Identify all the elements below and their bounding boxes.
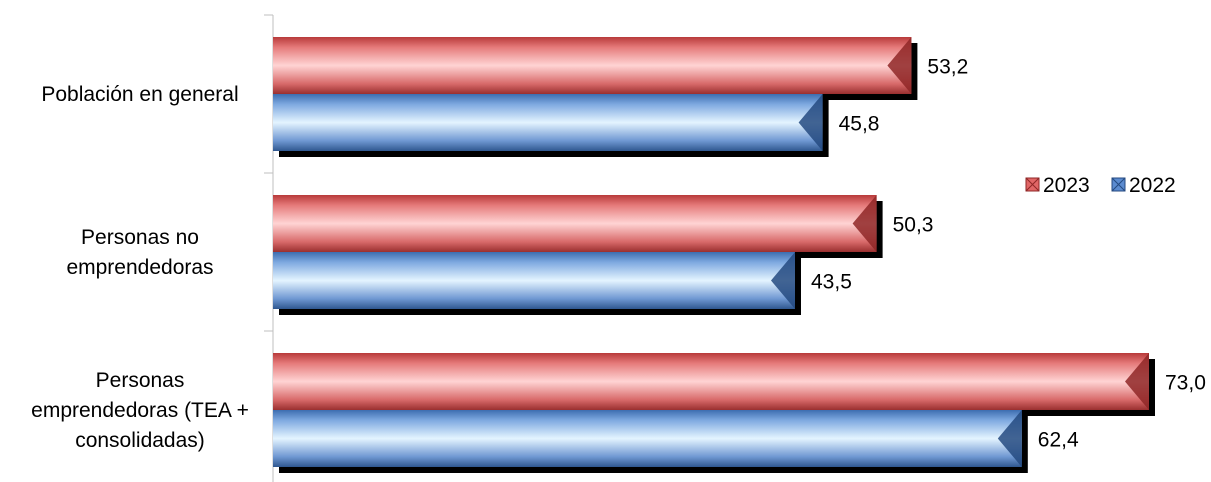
category-label-line: Personas [96,369,185,392]
category-label-line: consolidadas) [75,429,205,452]
bar-2022-2 [273,410,1028,473]
bar-body [273,94,823,151]
bar-body [273,195,877,252]
legend-swatch-bevel [1111,177,1126,192]
bar-bevel [887,37,912,94]
bar-body [273,252,795,309]
bar-bevel [997,410,1022,467]
bar-bevel [852,195,877,252]
axis-layer [264,14,274,482]
bar-bevel [1125,353,1149,410]
legend: 2023 2022 [1025,174,1176,197]
category-label-line: emprendedoras (TEA + [31,399,249,422]
data-label: 50,3 [893,214,934,237]
data-label: 73,0 [1165,372,1206,395]
data-label: 43,5 [811,271,852,294]
bar-2023-2 [273,353,1155,416]
legend-item-2023: 2023 [1025,174,1090,197]
bar-2022-1 [273,252,801,315]
legend-label: 2022 [1129,174,1176,197]
bar-bevel [798,94,823,151]
category-label-line: Población en general [41,83,238,106]
legend-label: 2023 [1043,174,1090,197]
data-label: 62,4 [1038,429,1079,452]
legend-swatch-bevel [1025,177,1040,192]
bar-2022-0 [273,94,829,157]
legend-item-2022: 2022 [1111,174,1176,197]
category-label: Personas emprendedoras (TEA + consolidadas… [31,369,249,452]
category-label: Personas no emprendedoras [66,226,213,279]
bar-2023-0 [273,37,918,100]
bars-layer [273,37,1155,473]
category-label: Población en general [41,83,238,106]
category-label-line: Personas no [81,226,199,249]
labels-layer: 53,2 45,8 Población en general 50,3 43,5 Pers… [31,56,1206,453]
bar-body [273,410,1022,467]
bar-body [273,353,1149,410]
bar-body [273,37,912,94]
bar-2023-1 [273,195,883,258]
bar-bevel [771,252,795,309]
category-label-line: emprendedoras [66,256,213,279]
data-label: 45,8 [839,113,880,136]
data-label: 53,2 [927,56,968,79]
